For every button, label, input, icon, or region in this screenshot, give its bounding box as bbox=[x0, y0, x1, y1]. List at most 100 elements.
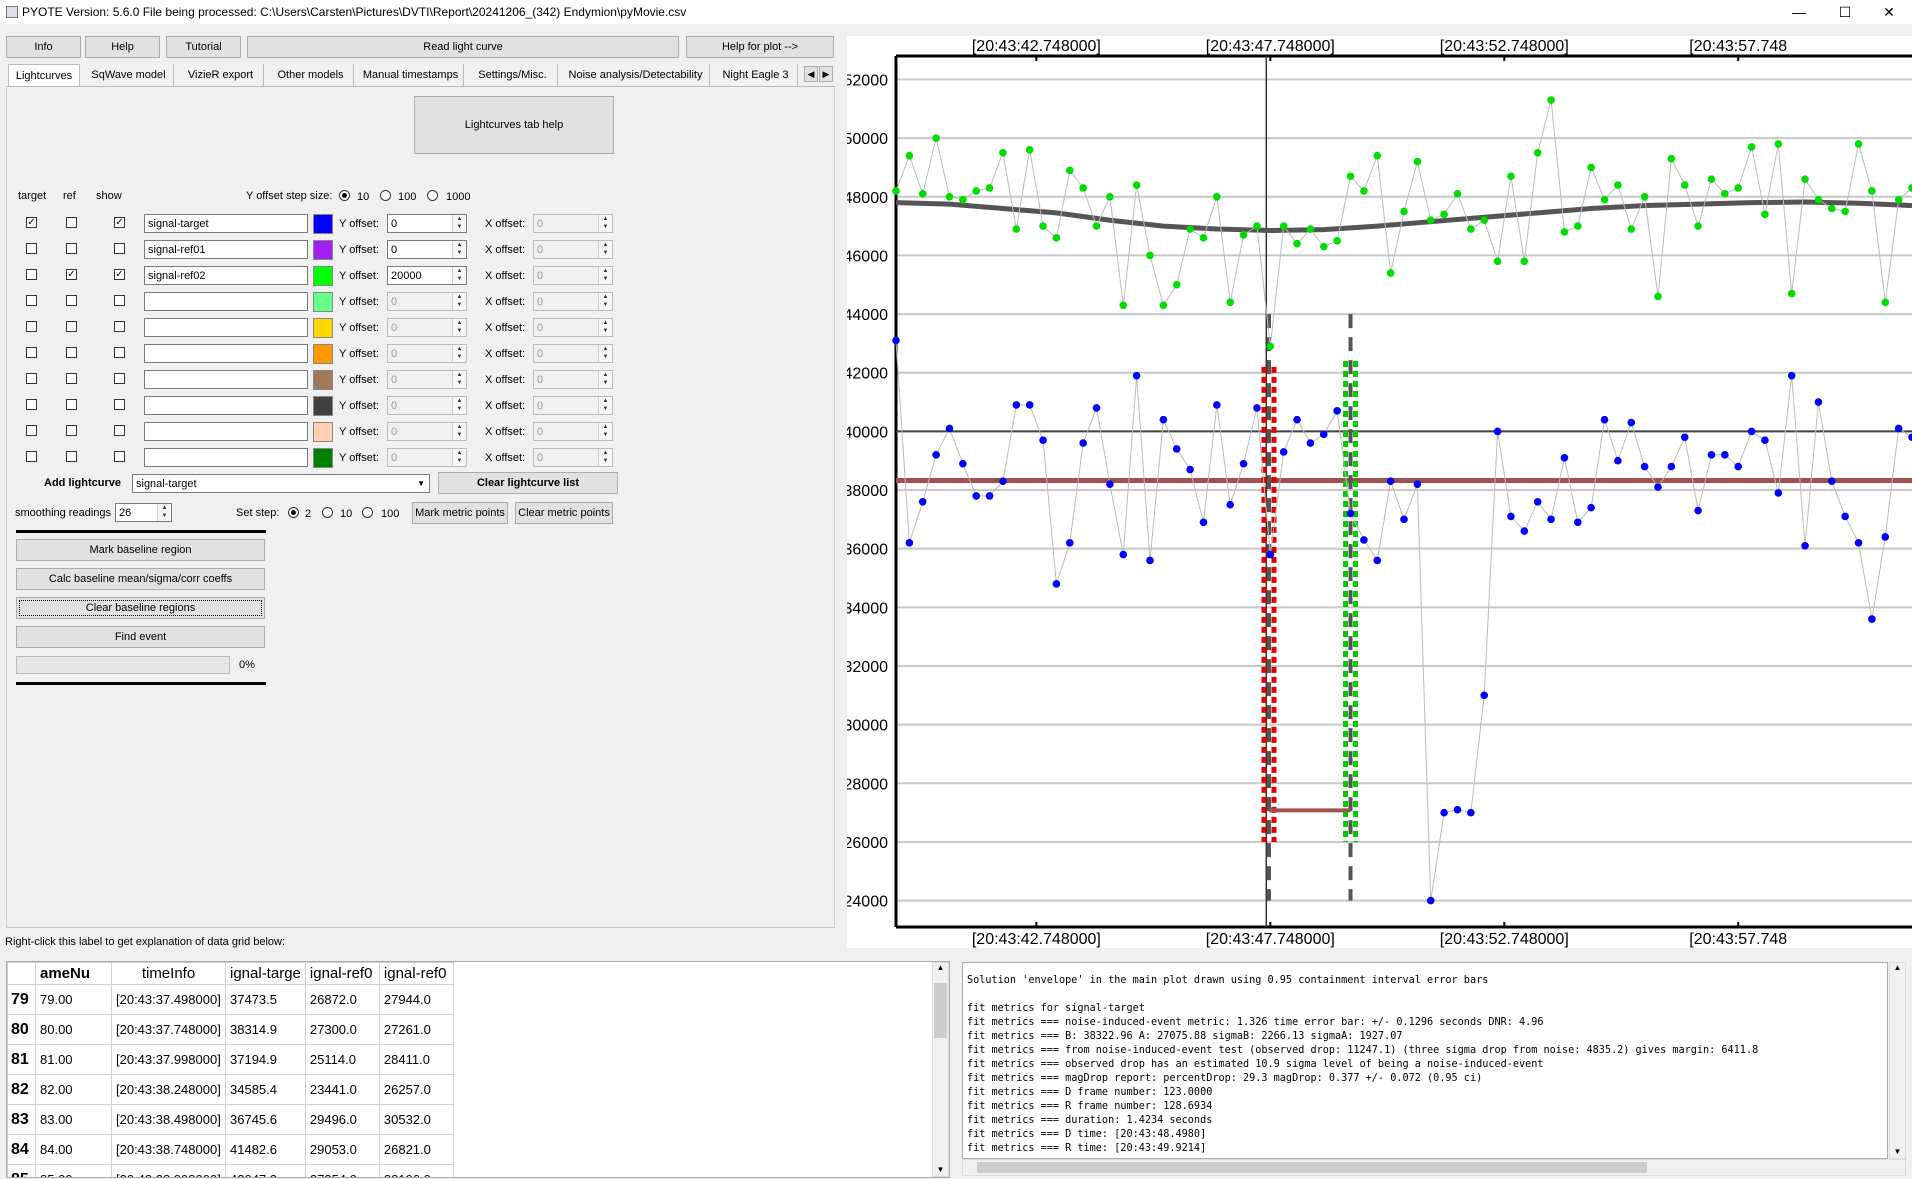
tab-scroll-left-icon[interactable]: ◀ bbox=[804, 66, 818, 82]
table-cell[interactable]: [20:43:38.498000] bbox=[111, 1104, 226, 1135]
ref-checkbox[interactable] bbox=[66, 451, 77, 462]
step-100-radio[interactable] bbox=[380, 190, 391, 201]
plot-area[interactable]: 24000 26000 28000 30000 32000 34000 36000 38000… bbox=[844, 36, 1912, 948]
grid-vertical-scrollbar[interactable]: ▲ ▼ bbox=[932, 962, 949, 1177]
tab-sqwave-model[interactable]: SqWave model bbox=[84, 64, 174, 86]
y-offset-spinner[interactable]: 0 ▲ ▼ bbox=[387, 396, 467, 415]
spinner-arrows-icon[interactable]: ▲ ▼ bbox=[598, 449, 612, 466]
show-checkbox[interactable] bbox=[114, 451, 125, 462]
tab-settings-misc[interactable]: Settings/Misc. bbox=[468, 64, 558, 86]
table-cell[interactable]: 23441.0 bbox=[304, 1074, 380, 1105]
target-checkbox[interactable] bbox=[26, 295, 37, 306]
table-cell[interactable]: [20:43:37.498000] bbox=[111, 984, 226, 1015]
target-checkbox[interactable]: ✓ bbox=[26, 216, 37, 228]
add-lightcurve-select[interactable]: signal-target ▼ bbox=[132, 474, 430, 493]
table-cell[interactable]: 29053.0 bbox=[304, 1134, 380, 1165]
x-offset-spinner[interactable]: 0 ▲ ▼ bbox=[533, 448, 613, 467]
table-cell[interactable]: [20:43:37.998000] bbox=[111, 1044, 226, 1075]
solution-horizontal-scrollbar[interactable] bbox=[962, 1159, 1906, 1176]
scroll-down-icon[interactable]: ▼ bbox=[936, 1165, 945, 1174]
minimize-button[interactable]: — bbox=[1792, 4, 1806, 20]
mark-metric-points-button[interactable]: Mark metric points bbox=[412, 502, 508, 524]
spinner-arrows-icon[interactable]: ▲ ▼ bbox=[452, 345, 466, 362]
y-offset-spinner[interactable]: 0 ▲ ▼ bbox=[387, 370, 467, 389]
spinner-arrows-icon[interactable]: ▲ ▼ bbox=[452, 423, 466, 440]
table-cell[interactable]: [20:43:38.748000] bbox=[111, 1134, 226, 1165]
ref-checkbox[interactable] bbox=[66, 217, 77, 228]
y-offset-spinner[interactable]: 0 ▲ ▼ bbox=[387, 240, 467, 259]
lightcurve-name-field[interactable] bbox=[144, 396, 308, 415]
table-cell[interactable]: 26821.0 bbox=[378, 1134, 454, 1165]
row-header[interactable]: 80 bbox=[7, 1014, 36, 1045]
table-cell[interactable]: 84.00 bbox=[35, 1134, 112, 1165]
color-swatch[interactable] bbox=[313, 396, 333, 416]
x-offset-spinner[interactable]: 0 ▲ ▼ bbox=[533, 344, 613, 363]
tab-other-models[interactable]: Other models bbox=[268, 64, 354, 86]
x-offset-spinner[interactable]: 0 ▲ ▼ bbox=[533, 266, 613, 285]
x-offset-spinner[interactable]: 0 ▲ ▼ bbox=[533, 240, 613, 259]
color-swatch[interactable] bbox=[313, 318, 333, 338]
table-cell[interactable]: 38314.9 bbox=[225, 1014, 306, 1045]
table-cell[interactable]: 37194.9 bbox=[225, 1044, 306, 1075]
table-cell[interactable]: 28411.0 bbox=[378, 1044, 454, 1075]
spinner-arrows-icon[interactable]: ▲ ▼ bbox=[452, 449, 466, 466]
table-cell[interactable]: 41482.6 bbox=[225, 1134, 306, 1165]
table-cell[interactable]: 25114.0 bbox=[304, 1044, 380, 1075]
ref-checkbox[interactable] bbox=[66, 347, 77, 358]
clear-metric-points-button[interactable]: Clear metric points bbox=[515, 502, 613, 524]
spinner-arrows-icon[interactable]: ▲ ▼ bbox=[452, 241, 466, 258]
color-swatch[interactable] bbox=[313, 266, 333, 286]
row-header[interactable]: 81 bbox=[7, 1044, 36, 1075]
col-header-timeinfo[interactable]: timeInfo bbox=[111, 962, 226, 985]
spinner-arrows-icon[interactable]: ▲ ▼ bbox=[598, 423, 612, 440]
table-cell[interactable]: 30532.0 bbox=[378, 1104, 454, 1135]
row-header[interactable]: 83 bbox=[7, 1104, 36, 1135]
table-cell[interactable]: 85.00 bbox=[35, 1164, 112, 1177]
show-checkbox[interactable] bbox=[114, 321, 125, 332]
help-button[interactable]: Help bbox=[85, 36, 160, 58]
lightcurve-name-field[interactable]: signal-ref02 bbox=[144, 266, 308, 285]
col-header-frame[interactable]: ameNu bbox=[35, 962, 112, 985]
lightcurve-name-field[interactable] bbox=[144, 370, 308, 389]
info-button[interactable]: Info bbox=[6, 36, 81, 58]
lightcurve-name-field[interactable] bbox=[144, 318, 308, 337]
y-offset-spinner[interactable]: 0 ▲ ▼ bbox=[387, 214, 467, 233]
lightcurves-tab-help-button[interactable]: Lightcurves tab help bbox=[414, 96, 614, 154]
step-10-radio[interactable] bbox=[339, 190, 350, 201]
clear-baseline-regions-button[interactable]: Clear baseline regions bbox=[16, 597, 265, 619]
show-checkbox[interactable] bbox=[114, 243, 125, 254]
table-cell[interactable]: 82.00 bbox=[35, 1074, 112, 1105]
find-event-button[interactable]: Find event bbox=[16, 626, 265, 648]
ref-checkbox[interactable] bbox=[66, 373, 77, 384]
color-swatch[interactable] bbox=[313, 214, 333, 234]
show-checkbox[interactable]: ✓ bbox=[114, 268, 125, 280]
table-cell[interactable]: 37473.5 bbox=[225, 984, 306, 1015]
table-cell[interactable]: 42047.2 bbox=[225, 1164, 306, 1177]
help-for-plot-button[interactable]: Help for plot --> bbox=[686, 36, 834, 58]
x-offset-spinner[interactable]: 0 ▲ ▼ bbox=[533, 370, 613, 389]
target-checkbox[interactable] bbox=[26, 451, 37, 462]
y-offset-spinner[interactable]: 0 ▲ ▼ bbox=[387, 448, 467, 467]
y-offset-spinner[interactable]: 0 ▲ ▼ bbox=[387, 318, 467, 337]
light-curve-plot[interactable]: 24000 26000 28000 30000 32000 34000 36000 38000… bbox=[844, 36, 1912, 948]
x-offset-spinner[interactable]: 0 ▲ ▼ bbox=[533, 214, 613, 233]
color-swatch[interactable] bbox=[313, 292, 333, 312]
sol-scroll-up-icon[interactable]: ▲ bbox=[1893, 963, 1902, 972]
color-swatch[interactable] bbox=[313, 344, 333, 364]
table-row[interactable]: 83 83.00 [20:43:38.498000] 36745.6 29496.0 30… bbox=[7, 1104, 454, 1135]
table-cell[interactable]: 27261.0 bbox=[378, 1014, 454, 1045]
scroll-thumb[interactable] bbox=[934, 983, 947, 1038]
clear-lightcurve-list-button[interactable]: Clear lightcurve list bbox=[438, 472, 618, 494]
table-cell[interactable]: 27300.0 bbox=[304, 1014, 380, 1045]
y-offset-spinner[interactable]: 20000 ▲ ▼ bbox=[387, 266, 467, 285]
table-row[interactable]: 79 79.00 [20:43:37.498000] 37473.5 26872.0 27… bbox=[7, 984, 454, 1015]
table-cell[interactable]: 79.00 bbox=[35, 984, 112, 1015]
ref-checkbox[interactable] bbox=[66, 295, 77, 306]
table-cell[interactable]: 34585.4 bbox=[225, 1074, 306, 1105]
table-cell[interactable]: [20:43:37.748000] bbox=[111, 1014, 226, 1045]
ref-checkbox[interactable] bbox=[66, 399, 77, 410]
spinner-arrows-icon[interactable]: ▲ ▼ bbox=[452, 371, 466, 388]
target-checkbox[interactable] bbox=[26, 347, 37, 358]
row-header[interactable]: 82 bbox=[7, 1074, 36, 1105]
x-offset-spinner[interactable]: 0 ▲ ▼ bbox=[533, 318, 613, 337]
